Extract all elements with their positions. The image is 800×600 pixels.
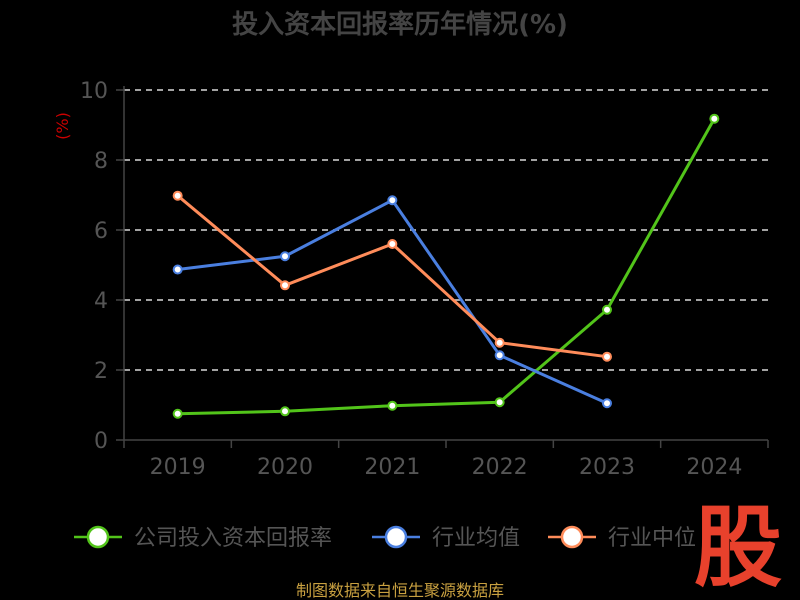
- data-source-note: 制图数据来自恒生聚源数据库: [296, 581, 504, 600]
- y-tick-label: 2: [94, 359, 108, 384]
- data-point[interactable]: [709, 113, 720, 124]
- legend-item-0[interactable]: 公司投入资本回报率: [74, 525, 332, 551]
- legend-label: 行业均值: [432, 526, 520, 551]
- y-tick-labels: 0 2 4 6 8 10: [80, 79, 108, 454]
- y-axis-unit-label: (%): [53, 112, 72, 140]
- data-point[interactable]: [494, 350, 505, 361]
- x-tick-labels: 2019 2020 2021 2022 2023 2024: [150, 455, 743, 480]
- grid-lines: [116, 89, 768, 441]
- data-point[interactable]: [494, 397, 505, 408]
- series-line: [176, 194, 608, 359]
- data-point[interactable]: [494, 337, 505, 348]
- y-tick-label: 4: [94, 289, 108, 314]
- data-point[interactable]: [172, 408, 183, 419]
- legend-marker: [384, 525, 408, 549]
- x-tick-label: 2021: [364, 455, 420, 480]
- series-lines: [172, 113, 720, 419]
- legend-marker: [86, 525, 110, 549]
- data-point[interactable]: [280, 251, 290, 262]
- legend-label: 行业中位: [608, 526, 696, 551]
- data-point[interactable]: [602, 304, 612, 315]
- data-point[interactable]: [280, 280, 290, 291]
- legend-item-1[interactable]: 行业均值: [372, 525, 520, 551]
- x-tick-label: 2020: [257, 455, 313, 480]
- axes: [123, 86, 769, 448]
- y-tick-label: 0: [94, 429, 108, 454]
- x-tick-label: 2022: [472, 455, 528, 480]
- series-1: [172, 195, 612, 409]
- chart-title: 投入资本回报率历年情况(%): [232, 9, 568, 40]
- x-tick-label: 2023: [579, 455, 635, 480]
- data-point[interactable]: [387, 239, 398, 249]
- data-point[interactable]: [280, 406, 290, 417]
- y-tick-label: 8: [94, 149, 108, 174]
- data-point[interactable]: [172, 190, 183, 201]
- legend-item-2[interactable]: 行业中位: [548, 525, 696, 551]
- series-line: [177, 117, 716, 416]
- x-tick-label: 2024: [686, 455, 742, 480]
- series-0: [172, 113, 720, 419]
- watermark-logo: 股: [694, 496, 782, 599]
- y-tick-label: 10: [80, 79, 108, 104]
- series-2: [172, 190, 612, 362]
- y-tick-label: 6: [94, 219, 108, 244]
- data-point[interactable]: [172, 264, 183, 275]
- x-tick-label: 2019: [150, 455, 206, 480]
- legend-label: 公司投入资本回报率: [134, 526, 332, 551]
- data-point[interactable]: [387, 400, 398, 411]
- data-point[interactable]: [387, 195, 398, 206]
- legend-marker: [560, 525, 584, 549]
- data-point[interactable]: [602, 351, 612, 362]
- legend[interactable]: 公司投入资本回报率 行业均值 行业中位: [74, 525, 696, 551]
- data-point[interactable]: [602, 398, 612, 409]
